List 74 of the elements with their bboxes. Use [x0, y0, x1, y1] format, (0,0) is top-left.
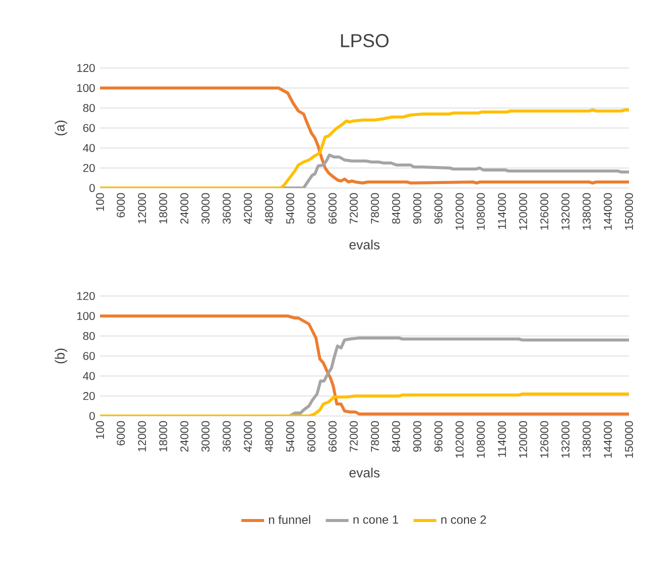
x-tick-label: 12000	[138, 193, 146, 224]
x-tick-label: 120000	[519, 193, 528, 230]
x-tick-label: 114000	[498, 421, 506, 457]
x-tick-label: 96000	[434, 193, 442, 224]
x-tick-label: 138000	[582, 193, 591, 230]
y-tick-label: 80	[83, 332, 95, 340]
x-tick-label: 84000	[392, 421, 400, 452]
x-tick-label: 30000	[202, 421, 210, 452]
x-tick-label: 96000	[434, 421, 442, 452]
x-tick-label: 90000	[413, 421, 422, 452]
x-tick-label: 60000	[307, 421, 316, 452]
y-tick-label: 40	[82, 372, 95, 380]
x-tick-label: 78000	[370, 193, 379, 224]
y-axis-title: (b)	[54, 348, 68, 364]
x-tick-label: 84000	[392, 193, 400, 224]
x-tick-label: 6000	[116, 193, 125, 218]
x-tick-label: 108000	[476, 421, 485, 458]
x-tick-label: 102000	[456, 193, 464, 230]
y-tick-label: 20	[83, 392, 95, 400]
x-axis-title: evals	[350, 240, 380, 250]
x-tick-label: 24000	[180, 421, 188, 452]
x-tick-label: 72000	[350, 421, 358, 452]
x-tick-label: 36000	[222, 421, 231, 452]
x-tick-label: 132000	[561, 193, 570, 230]
x-tick-label: 54000	[286, 421, 294, 452]
y-tick-label: 120	[77, 292, 95, 300]
x-tick-label: 54000	[286, 193, 294, 224]
legend-label: n cone 2	[441, 515, 486, 524]
y-tick-label: 100	[77, 84, 95, 92]
x-tick-label: 144000	[604, 193, 612, 230]
y-tick-label: 60	[83, 352, 95, 360]
x-tick-label: 150000	[625, 421, 634, 458]
x-tick-label: 36000	[222, 193, 231, 224]
x-tick-label: 90000	[413, 193, 422, 224]
y-tick-label: 0	[89, 184, 95, 192]
line-series	[100, 86, 630, 184]
y-axis-title: (a)	[54, 120, 68, 136]
x-tick-label: 66000	[328, 193, 337, 224]
x-tick-label: 18000	[159, 421, 168, 452]
x-tick-label: 144000	[604, 421, 612, 458]
y-tick-label: 120	[77, 64, 95, 72]
x-tick-label: 102000	[456, 421, 464, 458]
x-tick-label: 60000	[307, 193, 316, 224]
y-tick-label: 100	[77, 312, 95, 320]
x-tick-label: 30000	[202, 193, 210, 224]
x-tick-label: 42000	[244, 421, 252, 452]
y-tick-label: 40	[82, 144, 95, 152]
x-tick-label: 6000	[116, 421, 125, 446]
x-tick-label: 48000	[265, 421, 274, 452]
x-tick-label: 72000	[350, 193, 358, 224]
chart-title: LPSO	[341, 34, 389, 48]
x-tick-label: 42000	[244, 193, 252, 224]
x-tick-label: 18000	[159, 193, 168, 224]
x-tick-label: 120000	[519, 421, 528, 458]
y-tick-label: 60	[83, 124, 95, 132]
x-tick-label: 138000	[582, 421, 591, 458]
x-tick-label: 132000	[561, 421, 570, 458]
x-tick-label: 150000	[625, 193, 634, 230]
y-tick-label: 20	[83, 164, 95, 172]
x-tick-label: 48000	[265, 193, 274, 224]
x-tick-label: 126000	[540, 193, 548, 230]
x-tick-label: 78000	[370, 421, 379, 452]
x-tick-label: 66000	[328, 421, 337, 452]
x-axis-title: evals	[350, 468, 380, 478]
y-tick-label: 80	[83, 104, 95, 112]
x-tick-label: 114000	[498, 193, 506, 229]
x-tick-label: 12000	[138, 421, 146, 452]
x-tick-label: 24000	[180, 193, 188, 224]
legend-label: n cone 1	[353, 515, 398, 524]
line-series	[100, 108, 630, 188]
x-tick-label: 126000	[540, 421, 548, 458]
x-tick-label: 108000	[476, 193, 485, 230]
legend-label: n funnel	[269, 515, 310, 524]
y-tick-label: 0	[89, 412, 95, 420]
